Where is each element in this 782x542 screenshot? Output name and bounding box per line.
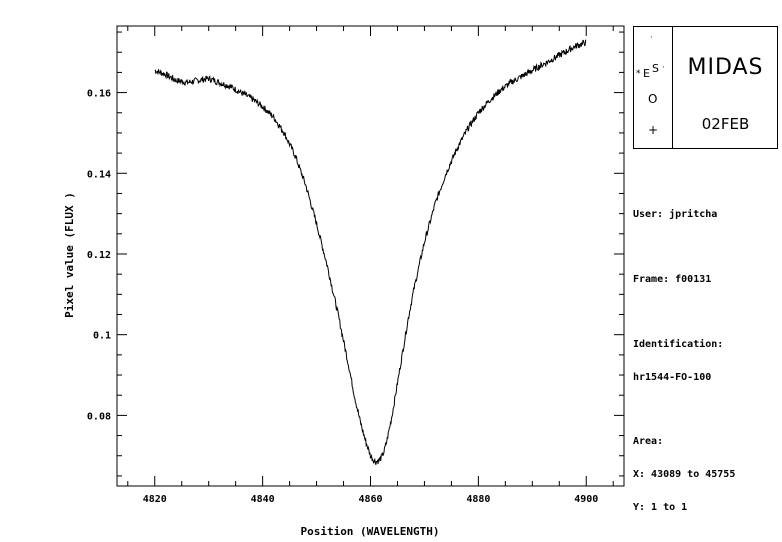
identification-value: hr1544-FO-100 <box>633 372 712 383</box>
emblem-small-dot-icon: · <box>662 63 665 72</box>
y-tick-label: 0.16 <box>87 89 111 100</box>
eso-emblem: · * E S · O + <box>634 27 672 148</box>
app-name: MIDAS <box>687 55 764 80</box>
emblem-letter-o: O <box>648 92 658 106</box>
spectrum-chart: 4820 4840 4860 4880 49000.080.10.120.140.16 … <box>63 25 625 538</box>
x-tick-label: 4840 <box>251 494 275 505</box>
emblem-letter-s: S <box>652 62 659 75</box>
y-tick-label: 0.14 <box>87 169 111 180</box>
midas-logo-box: · * E S · O + MIDAS 02FEB <box>633 26 778 149</box>
y-tick-label: 0.08 <box>87 411 111 422</box>
emblem-letter-e: E <box>643 67 650 80</box>
identification-label: Identification: <box>633 339 724 350</box>
logo-divider <box>672 27 673 148</box>
x-tick-label: 4860 <box>358 494 382 505</box>
y-tick-label: 0.12 <box>87 250 111 261</box>
x-range-info: X: 43089 to 45755 <box>633 469 736 480</box>
frame-info: Frame: f00131 <box>633 274 712 285</box>
y-tick-label: 0.1 <box>93 331 111 342</box>
user-info: User: jpritcha <box>633 209 718 220</box>
x-tick-label: 4900 <box>574 494 598 505</box>
spectrum-line <box>154 39 587 465</box>
emblem-plus-icon: + <box>648 123 659 137</box>
x-tick-label: 4820 <box>143 494 167 505</box>
y-axis-label: Pixel value (FLUX ) <box>63 192 76 318</box>
area-label: Area: <box>633 436 664 447</box>
app-version: 02FEB <box>701 115 750 133</box>
x-axis-label: Position (WAVELENGTH) <box>300 525 439 538</box>
emblem-dot-icon: · <box>650 33 653 42</box>
plot-frame <box>116 25 625 487</box>
emblem-star-icon: * <box>636 69 641 79</box>
y-range-info: Y: 1 to 1 <box>633 502 688 513</box>
x-tick-label: 4880 <box>466 494 490 505</box>
